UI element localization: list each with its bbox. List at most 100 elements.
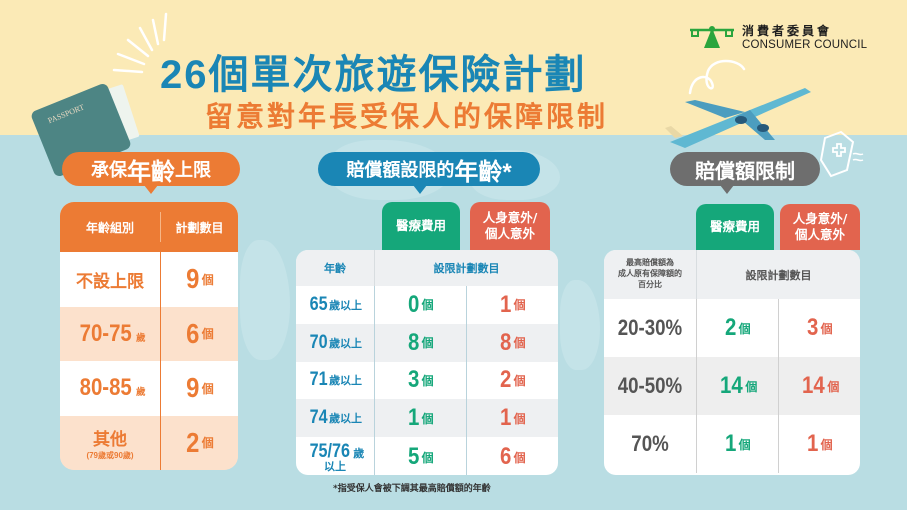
header-line: 最高賠償額為	[626, 258, 674, 268]
age-group-cell: 不設上限	[60, 252, 160, 307]
accident-count: 1	[807, 430, 819, 457]
bubble-pointer	[144, 185, 158, 194]
age-group-cell: 70-75 歲	[60, 307, 160, 362]
footnote: *指受保人會被下調其最高賠償額的年齡	[333, 484, 491, 494]
medical-count: 8	[408, 328, 420, 356]
age-group-note: (79歲或90歲)	[86, 450, 134, 460]
burst-lines-icon	[112, 12, 168, 74]
percentage-cell: 40-50%	[604, 357, 696, 415]
table-header: 最高賠償額為 成人原有保障額的 百分比 設限計劃數目	[604, 250, 860, 299]
bubble-text: 上限	[175, 160, 211, 180]
table-header: 年齡組別 計劃數目	[60, 202, 238, 252]
tab-label-line: 人身意外/	[482, 210, 538, 226]
column-header-age-group: 年齡組別	[85, 220, 134, 235]
coverage-age-limit-bubble: 承保 年齡 上限	[62, 152, 240, 194]
medical-shield-icon	[819, 130, 864, 178]
unit-label: 個	[738, 437, 751, 452]
age-cell: 71 歲以上	[296, 362, 374, 400]
accident-count: 2	[500, 366, 512, 394]
page-subtitle: 留意對年長受保人的保障限制	[205, 101, 609, 132]
age-unit-label: 歲	[135, 332, 146, 344]
age-group-label: 不設上限	[76, 271, 144, 291]
bubble-text: 賠償額限制	[695, 160, 795, 183]
accident-count: 6	[500, 443, 512, 471]
age-group-cell: 80-85 歲	[60, 361, 160, 416]
tab-personal-accident: 人身意外/ 個人意外	[780, 204, 860, 250]
unit-label: 個	[421, 373, 434, 388]
table-header: 年齡 設限計劃數目	[296, 250, 558, 286]
column-header-age: 年齡	[324, 262, 346, 275]
medical-count: 5	[408, 443, 420, 471]
bubble-pointer	[720, 185, 734, 194]
unit-label: 個	[513, 298, 526, 313]
column-header-limited-plan-count: 設限計劃數目	[696, 250, 860, 299]
medical-count-cell: 14 個	[696, 357, 778, 415]
percentage-value: 70%	[631, 431, 669, 456]
page-title: 26個單次旅遊保險計劃	[160, 53, 587, 97]
unit-label: 個	[513, 411, 526, 426]
unit-label: 個	[738, 321, 751, 336]
unit-label: 個	[201, 436, 214, 451]
unit-label: 個	[201, 327, 214, 342]
bubble-text: 賠償額設限的	[346, 160, 455, 180]
age-cell: 74 歲以上	[296, 399, 374, 437]
age-suffix: 歲以上	[329, 336, 363, 350]
header-line: 成人原有保障額的	[618, 269, 682, 279]
compensation-limit-bubble: 賠償額限制	[670, 152, 820, 194]
unit-label: 個	[421, 411, 434, 426]
unit-label: 個	[421, 450, 434, 465]
tab-medical-expenses: 醫療費用	[696, 204, 774, 250]
world-map-shape	[560, 280, 600, 370]
unit-label: 個	[745, 379, 758, 394]
swirl-icon	[688, 59, 746, 95]
bubble-emphasis: 年齡*	[454, 158, 512, 186]
limit-age-bubble: 賠償額設限的 年齡*	[318, 152, 540, 194]
age-group-label: 80-85	[79, 374, 132, 402]
unit-label: 個	[201, 272, 214, 287]
column-header-plan-count: 計劃數目	[160, 212, 238, 242]
header-line: 百分比	[638, 279, 662, 289]
age-suffix: 歲以上	[329, 298, 363, 312]
logo-english-name: CONSUMER COUNCIL	[742, 39, 868, 51]
unit-label: 個	[421, 336, 434, 351]
consumer-council-logo: 消費者委員會 CONSUMER COUNCIL	[688, 22, 867, 51]
logo-chinese-name: 消費者委員會	[742, 24, 833, 38]
world-map-shape	[240, 240, 290, 360]
medical-count: 14	[719, 372, 743, 399]
accident-count: 1	[500, 290, 512, 318]
age-unit-label: 歲	[135, 387, 146, 399]
accident-count: 3	[807, 314, 819, 341]
tab-medical-expenses: 醫療費用	[382, 202, 460, 250]
percentage-cell: 70%	[604, 415, 696, 473]
unit-label: 個	[421, 298, 434, 313]
plan-count-value: 2	[186, 426, 200, 458]
unit-label: 個	[513, 336, 526, 351]
accident-count: 1	[500, 404, 512, 432]
airplane-icon	[665, 88, 811, 148]
age-value: 71	[309, 369, 328, 391]
medical-count: 3	[408, 366, 420, 394]
age-suffix: 歲	[353, 447, 365, 461]
